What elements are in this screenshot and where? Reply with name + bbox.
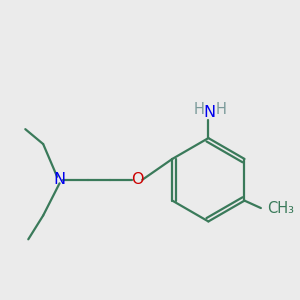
Text: CH₃: CH₃ bbox=[267, 201, 294, 216]
Text: N: N bbox=[53, 172, 66, 187]
Text: O: O bbox=[131, 172, 143, 187]
Text: H: H bbox=[216, 102, 226, 117]
Text: H: H bbox=[194, 102, 204, 117]
Text: N: N bbox=[204, 105, 216, 120]
